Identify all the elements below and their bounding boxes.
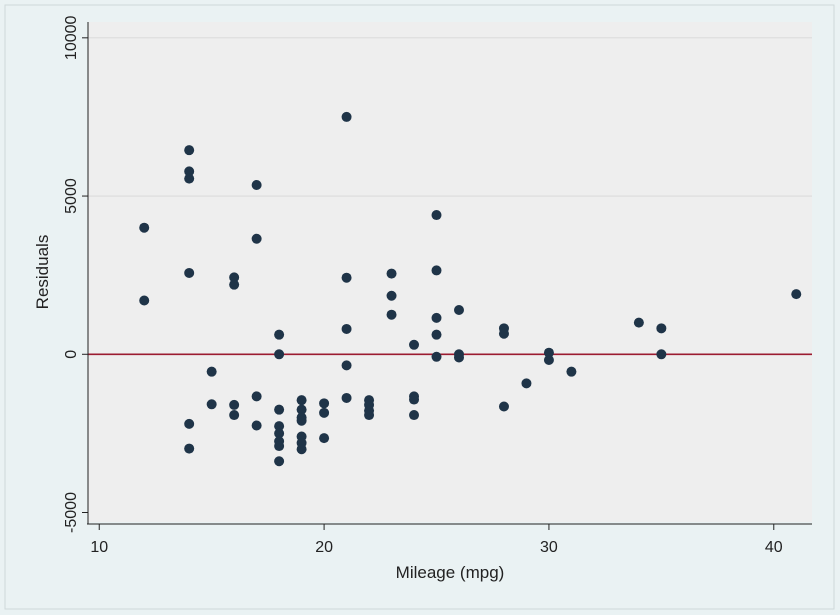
- y-tick-label: 10000: [63, 15, 80, 60]
- data-point: [319, 407, 330, 418]
- data-point: [229, 272, 240, 283]
- data-point: [431, 351, 442, 362]
- data-point: [453, 352, 464, 363]
- data-point: [341, 272, 352, 283]
- data-point: [386, 290, 397, 301]
- data-point: [386, 309, 397, 320]
- data-point: [229, 410, 240, 421]
- data-point: [274, 441, 285, 452]
- axes: [87, 22, 812, 525]
- x-tick-label: 10: [90, 539, 108, 556]
- data-point: [184, 418, 195, 429]
- y-axis-title: Residuals: [33, 235, 52, 310]
- data-point: [431, 265, 442, 276]
- data-point: [498, 328, 509, 339]
- data-point: [184, 173, 195, 184]
- data-point: [296, 415, 307, 426]
- data-point: [184, 443, 195, 454]
- y-tick-label: 0: [63, 350, 80, 359]
- data-point: [274, 329, 285, 340]
- data-point: [521, 378, 532, 389]
- data-point: [229, 279, 240, 290]
- data-point: [409, 410, 420, 421]
- data-point: [139, 222, 150, 233]
- data-point: [296, 395, 307, 406]
- data-point: [409, 339, 420, 350]
- data-point: [431, 312, 442, 323]
- data-point: [791, 289, 802, 300]
- data-point: [251, 420, 262, 431]
- data-point: [633, 317, 644, 328]
- data-point: [251, 179, 262, 190]
- data-point: [319, 433, 330, 444]
- x-tick-label: 40: [765, 539, 783, 556]
- data-point: [251, 391, 262, 402]
- data-point: [184, 166, 195, 177]
- data-point: [341, 323, 352, 334]
- data-point: [364, 410, 375, 421]
- data-point: [431, 210, 442, 221]
- y-tick-label: 5000: [63, 178, 80, 214]
- data-point: [274, 404, 285, 415]
- x-tick-label: 20: [315, 539, 333, 556]
- data-point: [251, 233, 262, 244]
- data-point: [229, 399, 240, 410]
- data-point: [453, 304, 464, 315]
- y-axis-ticks: -5000 0 5000 10000: [63, 15, 88, 533]
- data-point: [431, 329, 442, 340]
- data-point: [139, 295, 150, 306]
- data-point: [274, 428, 285, 439]
- data-point: [274, 349, 285, 360]
- data-point: [296, 404, 307, 415]
- x-tick-label: 30: [540, 539, 558, 556]
- data-point: [386, 268, 397, 279]
- data-point: [296, 444, 307, 455]
- data-point: [206, 366, 217, 377]
- x-axis-ticks: 10 20 30 40: [90, 524, 783, 556]
- data-point: [543, 354, 554, 365]
- data-point: [184, 145, 195, 156]
- data-point: [184, 267, 195, 278]
- data-point: [341, 111, 352, 122]
- x-axis-title: Mileage (mpg): [396, 563, 505, 582]
- plot-area: [88, 22, 812, 522]
- data-point: [341, 360, 352, 371]
- data-point: [656, 349, 667, 360]
- data-point: [409, 394, 420, 405]
- data-point: [319, 398, 330, 409]
- data-point: [566, 366, 577, 377]
- data-point: [274, 456, 285, 467]
- y-tick-label: -5000: [63, 492, 80, 533]
- data-point: [543, 347, 554, 358]
- data-point: [274, 421, 285, 432]
- data-point: [206, 399, 217, 410]
- data-point: [656, 323, 667, 334]
- data-point: [341, 392, 352, 403]
- data-point: [498, 401, 509, 412]
- data-points: [139, 111, 802, 467]
